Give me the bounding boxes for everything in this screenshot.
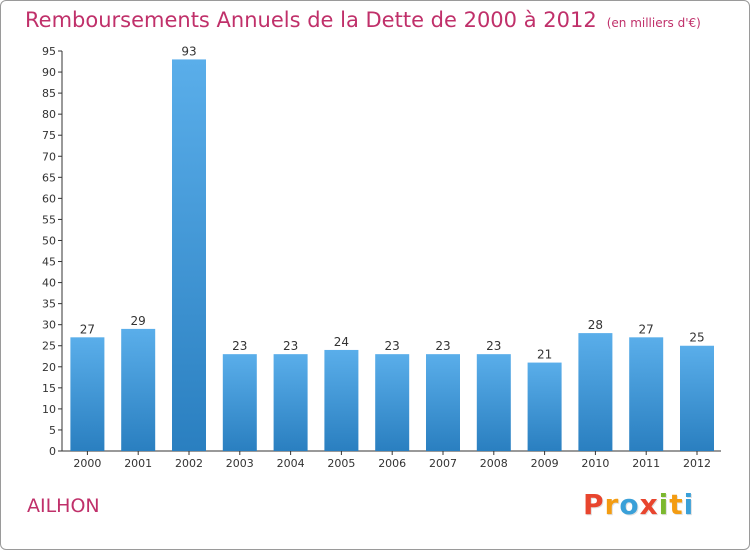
y-tick-label: 65 bbox=[42, 171, 56, 184]
x-tick-label-2003: 2003 bbox=[226, 457, 254, 470]
bar-2002 bbox=[172, 59, 206, 451]
data-label-2009: 21 bbox=[537, 348, 552, 362]
y-tick-label: 85 bbox=[42, 87, 56, 100]
y-tick-label: 35 bbox=[42, 298, 56, 311]
bar-2001 bbox=[121, 328, 156, 451]
y-tick-label: 45 bbox=[42, 256, 56, 269]
data-label-2006: 23 bbox=[385, 339, 400, 353]
x-tick-label-2012: 2012 bbox=[683, 457, 711, 470]
y-tick-label: 0 bbox=[49, 445, 56, 458]
y-tick-label: 80 bbox=[42, 108, 56, 121]
data-label-2007: 23 bbox=[435, 339, 450, 353]
chart-title-text: Remboursements Annuels de la Dette de 20… bbox=[25, 8, 597, 32]
y-tick-label: 30 bbox=[42, 319, 56, 332]
chart-labels: 2000 27 2001 29 2002 93 2003 23 2004 23 2005 24 2006… bbox=[73, 44, 711, 470]
x-tick-label-2005: 2005 bbox=[327, 457, 355, 470]
bar-2003 bbox=[222, 354, 257, 451]
data-label-2010: 28 bbox=[588, 318, 603, 332]
x-tick-label-2007: 2007 bbox=[429, 457, 457, 470]
data-label-2000: 27 bbox=[80, 322, 95, 336]
chart-bars bbox=[70, 59, 714, 451]
bar-2008 bbox=[476, 354, 511, 451]
y-tick-label: 55 bbox=[42, 213, 56, 226]
bar-2000 bbox=[70, 337, 105, 451]
bar-2007 bbox=[426, 354, 460, 451]
chart-title: Remboursements Annuels de la Dette de 20… bbox=[25, 8, 701, 32]
logo-letter: i bbox=[683, 488, 695, 521]
logo-letter: o bbox=[619, 488, 640, 521]
bar-2005 bbox=[324, 349, 359, 451]
data-label-2002: 93 bbox=[181, 44, 196, 58]
bar-2011 bbox=[629, 337, 664, 451]
x-tick-label-2000: 2000 bbox=[73, 457, 101, 470]
chart-unit-note: (en milliers d'€) bbox=[606, 16, 701, 30]
y-tick-label: 90 bbox=[42, 66, 56, 79]
data-label-2011: 27 bbox=[639, 322, 654, 336]
y-tick-label: 50 bbox=[42, 234, 56, 247]
y-tick-label: 95 bbox=[42, 45, 56, 58]
x-tick-label-2009: 2009 bbox=[531, 457, 559, 470]
y-tick-label: 70 bbox=[42, 150, 56, 163]
bar-2006 bbox=[375, 354, 410, 451]
data-label-2003: 23 bbox=[232, 339, 247, 353]
y-tick-label: 75 bbox=[42, 129, 56, 142]
x-tick-label-2006: 2006 bbox=[378, 457, 406, 470]
data-label-2008: 23 bbox=[486, 339, 501, 353]
y-tick-label: 10 bbox=[42, 403, 56, 416]
logo-letter: x bbox=[639, 488, 659, 521]
chart-axes: 0 5 10 15 20 25 30 35 40 45 50 55 60 65 70 75 80 85 90 95 bbox=[42, 45, 721, 458]
x-tick-label-2001: 2001 bbox=[124, 457, 152, 470]
y-tick-label: 25 bbox=[42, 340, 56, 353]
bar-2004 bbox=[273, 354, 308, 451]
logo-letter: t bbox=[669, 488, 684, 521]
x-tick-label-2002: 2002 bbox=[175, 457, 203, 470]
data-label-2005: 24 bbox=[334, 335, 349, 349]
proxiti-logo: Proxiti bbox=[583, 488, 694, 521]
logo-letter: r bbox=[604, 488, 620, 521]
x-tick-label-2008: 2008 bbox=[480, 457, 508, 470]
bar-2009 bbox=[527, 362, 562, 451]
x-tick-label-2010: 2010 bbox=[581, 457, 609, 470]
y-tick-label: 40 bbox=[42, 277, 56, 290]
data-label-2001: 29 bbox=[131, 314, 146, 328]
y-tick-label: 15 bbox=[42, 382, 56, 395]
x-tick-label-2004: 2004 bbox=[277, 457, 305, 470]
y-tick-label: 60 bbox=[42, 192, 56, 205]
y-tick-label: 5 bbox=[49, 424, 56, 437]
town-name: AILHON bbox=[27, 495, 100, 517]
logo-letter: i bbox=[658, 488, 670, 521]
data-label-2012: 25 bbox=[689, 331, 704, 345]
bar-2012 bbox=[680, 345, 714, 451]
bar-2010 bbox=[578, 333, 613, 451]
y-tick-label: 20 bbox=[42, 361, 56, 374]
data-label-2004: 23 bbox=[283, 339, 298, 353]
logo-letter: P bbox=[583, 488, 605, 521]
x-tick-label-2011: 2011 bbox=[632, 457, 660, 470]
